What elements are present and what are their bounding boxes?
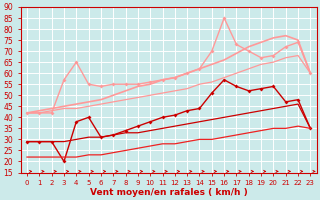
X-axis label: Vent moyen/en rafales ( km/h ): Vent moyen/en rafales ( km/h ) (90, 188, 248, 197)
